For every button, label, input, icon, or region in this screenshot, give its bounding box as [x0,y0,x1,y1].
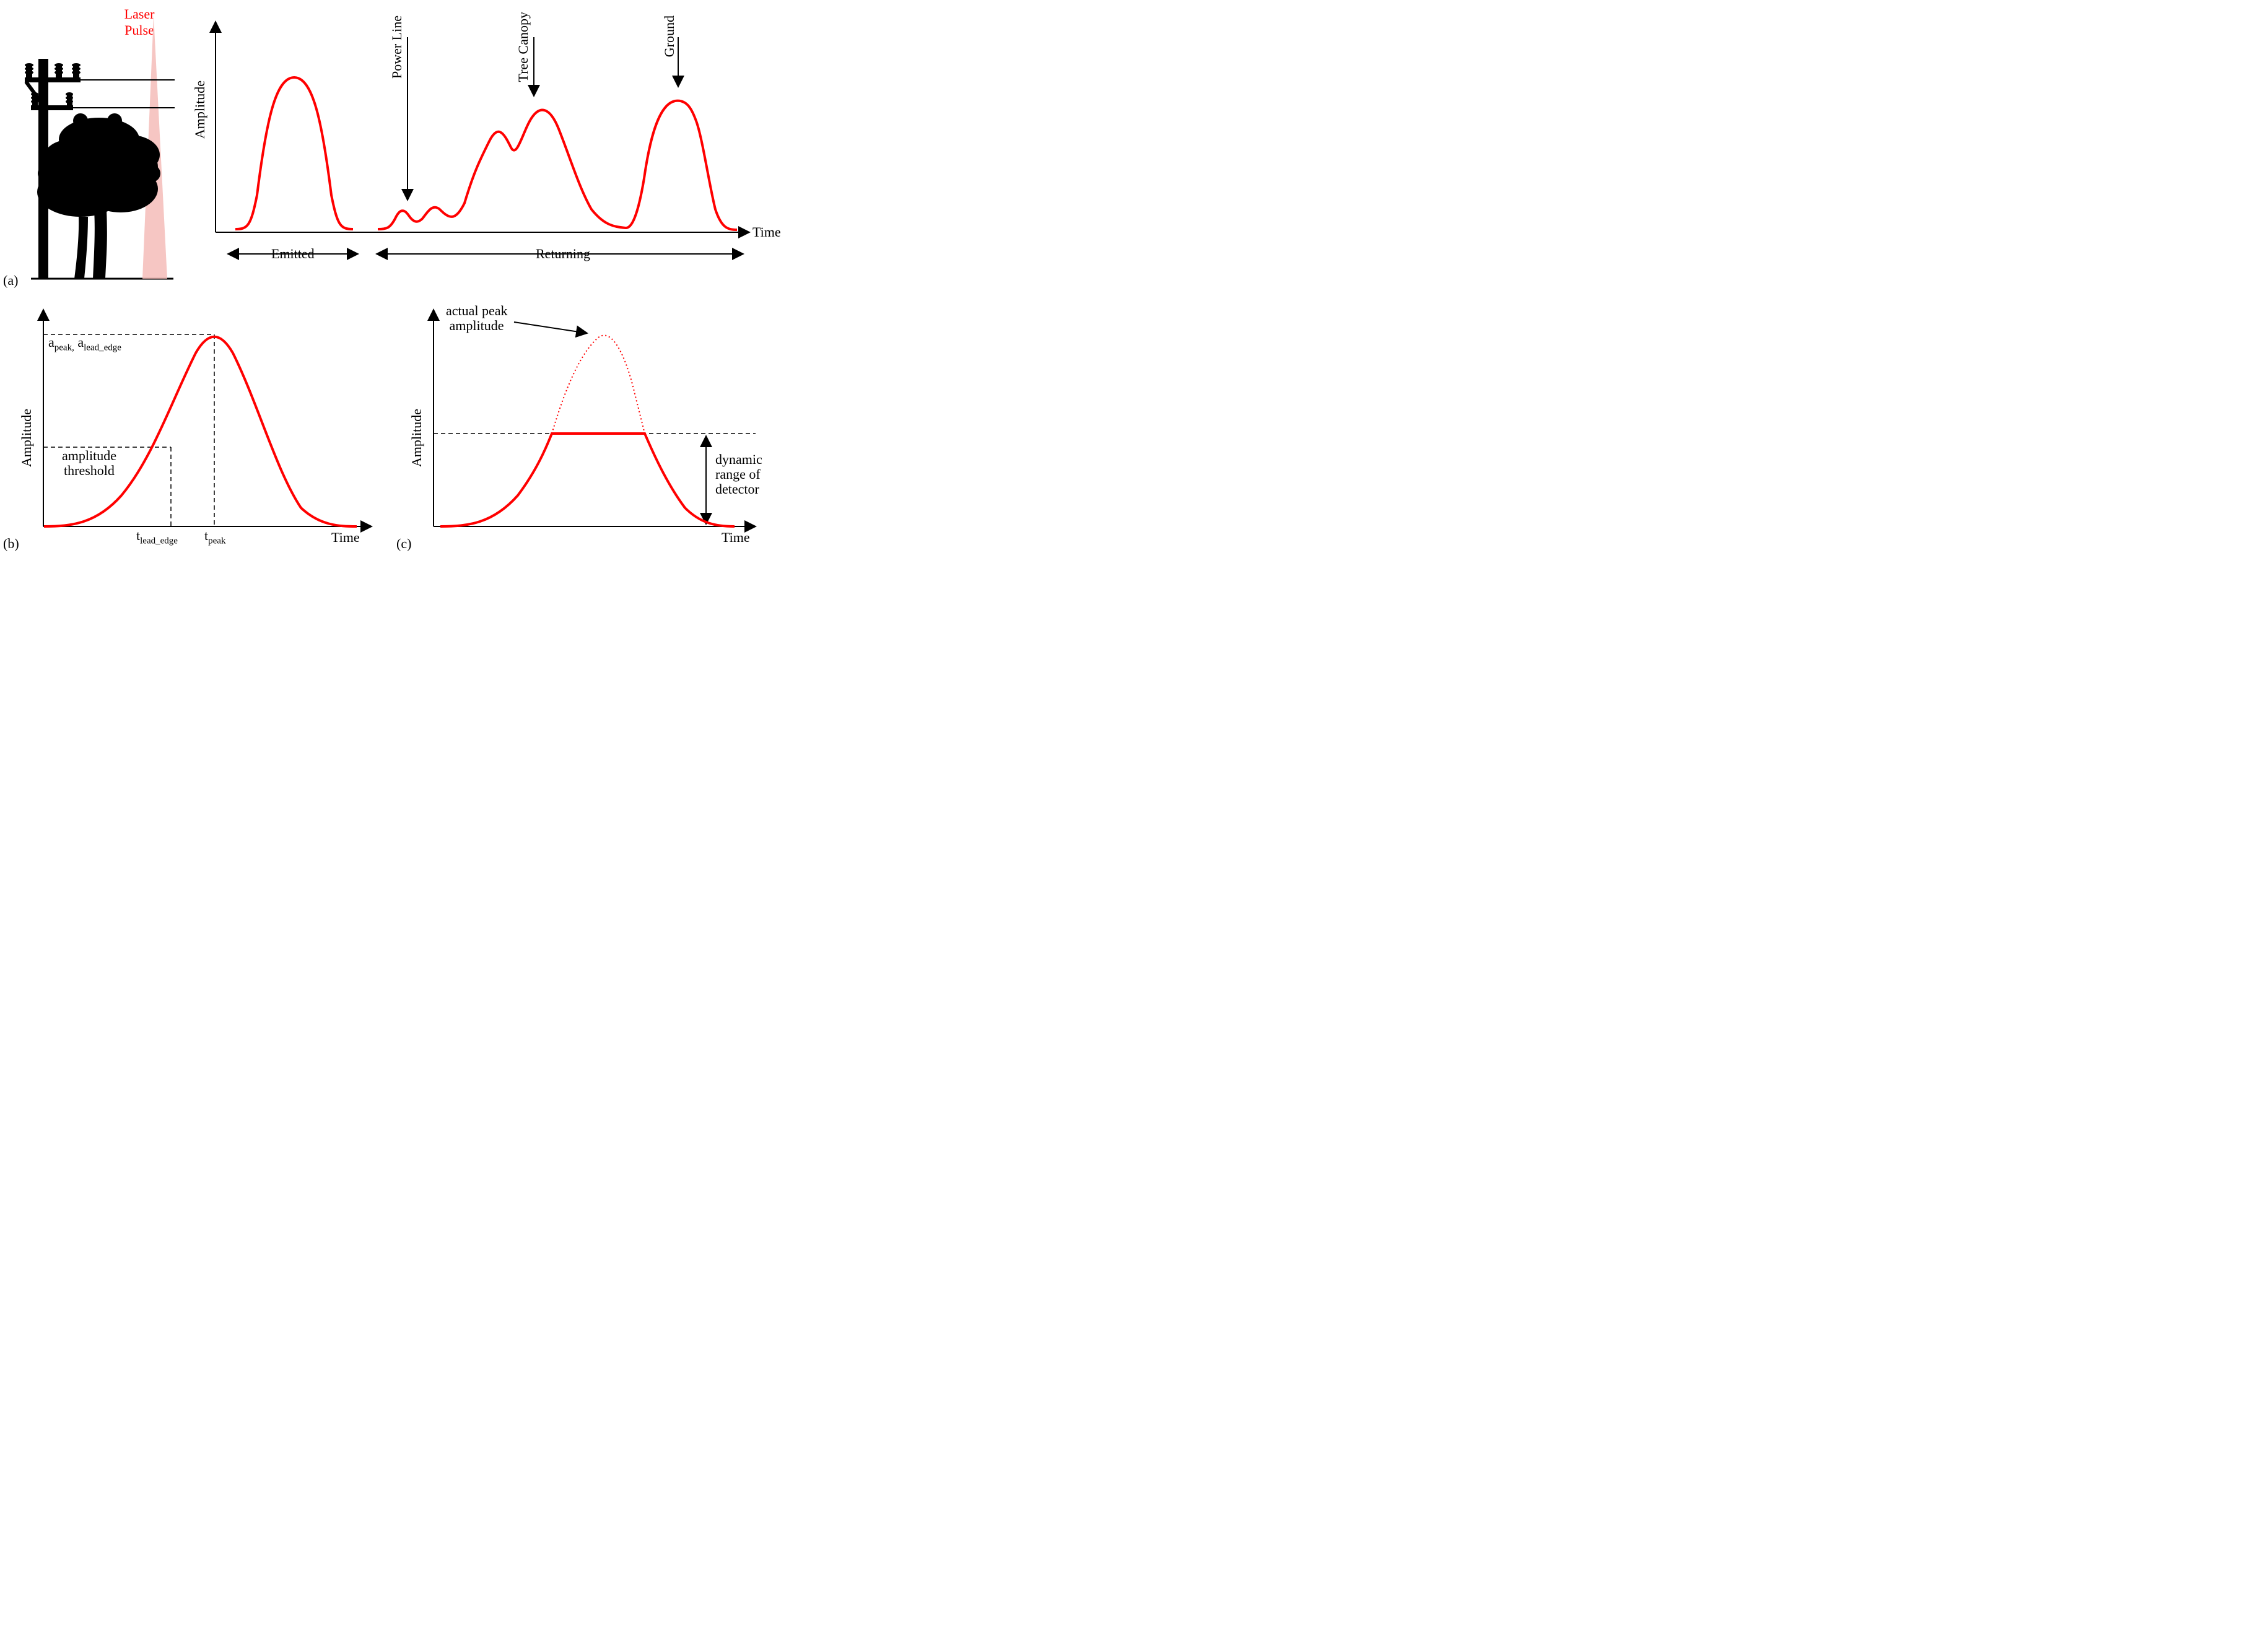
panel-c-chart: Amplitude actual peak amplitude [409,303,787,564]
tlead-sub: lead_edge [140,536,178,546]
panel-b-xlabel: Time [331,530,360,546]
panel-a-letter: (a) [3,273,18,289]
dr-l2: range of [715,466,761,482]
panel-b-tlead: tlead_edge [136,528,178,546]
segment-emitted: Emitted [271,246,315,262]
peak-label-tree-canopy: Tree Canopy [515,12,531,82]
panel-b-apeak-label: apeak, alead_edge [48,334,121,353]
segment-returning: Returning [536,246,590,262]
thresh-l2: threshold [64,463,115,478]
ap-l2: amplitude [450,318,504,333]
panel-b-threshold-label: amplitude threshold [62,448,116,478]
thresh-l1: amplitude [62,448,116,463]
panel-b-tpeak: tpeak [204,528,225,546]
apeak-sub2: lead_edge [84,342,121,352]
apeak-a1: a [48,334,55,350]
dr-l1: dynamic [715,451,762,467]
dr-l3: detector [715,481,759,497]
panel-c-xlabel: Time [722,530,750,546]
panel-c-actualpeak-label: actual peak amplitude [446,303,508,333]
tpeak-sub: peak [208,536,225,546]
apeak-sub1: peak, [55,342,74,352]
panel-a-xlabel: Time [752,224,781,240]
panel-c-dynrange-label: dynamic range of detector [715,452,762,497]
peak-label-ground: Ground [661,15,678,57]
peak-label-power-line: Power Line [389,15,405,79]
panel-a-chart: Amplitude Pow [192,9,787,288]
panel-a-illustration: Laser Pulse [12,6,186,291]
panel-b-chart: Amplitude apeak, alead_edge amplitude th… [19,303,390,564]
panel-c-letter: (c) [396,536,411,552]
ap-l1: actual peak [446,303,508,318]
panel-b-letter: (b) [3,536,19,552]
apeak-a2: a [77,334,84,350]
